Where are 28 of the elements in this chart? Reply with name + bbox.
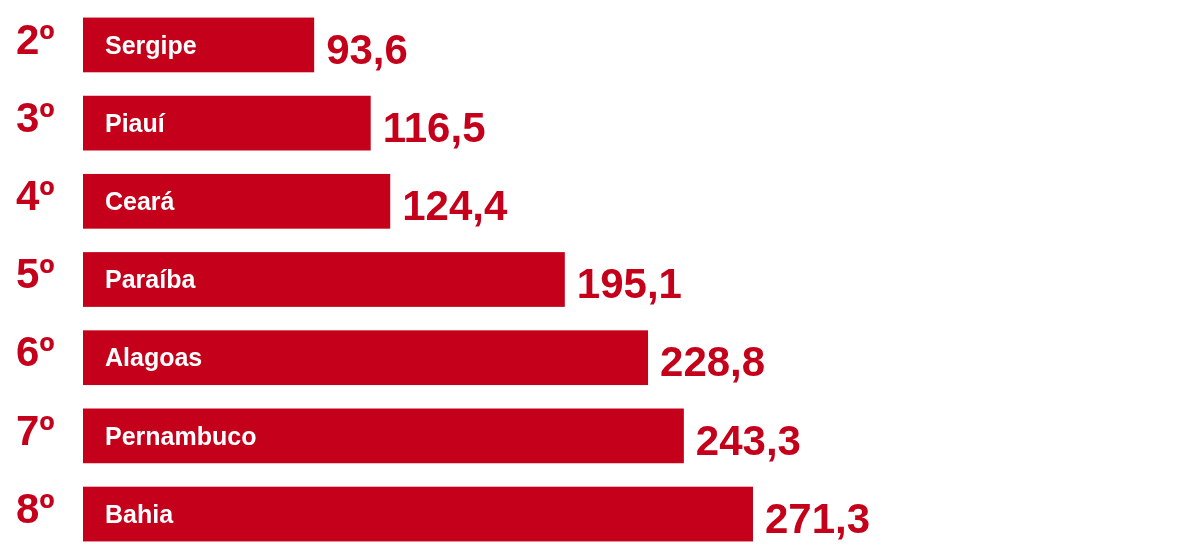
y-tick-label: Paraíba	[105, 265, 197, 294]
y-tick-label: Pernambuco	[105, 421, 257, 450]
data-label: 93,6	[326, 25, 408, 73]
text: 4º	[16, 172, 55, 220]
bar	[83, 486, 753, 542]
data-label: 243,3	[695, 416, 801, 464]
data-label: 271,3	[765, 494, 871, 542]
y-tick-label: Sergipe	[105, 30, 197, 59]
text: 3º	[16, 93, 55, 141]
bar	[83, 252, 565, 307]
text: 2º	[16, 15, 55, 63]
bar	[83, 17, 315, 73]
bar	[83, 408, 684, 464]
data-label: 195,1	[576, 260, 682, 308]
text: 8º	[16, 484, 55, 532]
data-label: 228,8	[660, 338, 766, 386]
text: 5º	[16, 250, 55, 298]
data-label: 116,5	[382, 103, 486, 151]
y-tick-label: Alagoas	[105, 343, 203, 372]
bar	[83, 95, 371, 151]
bar	[83, 173, 391, 229]
y-tick-label: Ceará	[105, 187, 175, 216]
y-tick-label: Bahia	[105, 499, 175, 528]
data-label: 124,4	[402, 182, 508, 230]
text: 7º	[16, 406, 55, 454]
text: 6º	[16, 328, 55, 376]
bar	[83, 330, 649, 386]
y-tick-label: Piauí	[105, 108, 166, 137]
